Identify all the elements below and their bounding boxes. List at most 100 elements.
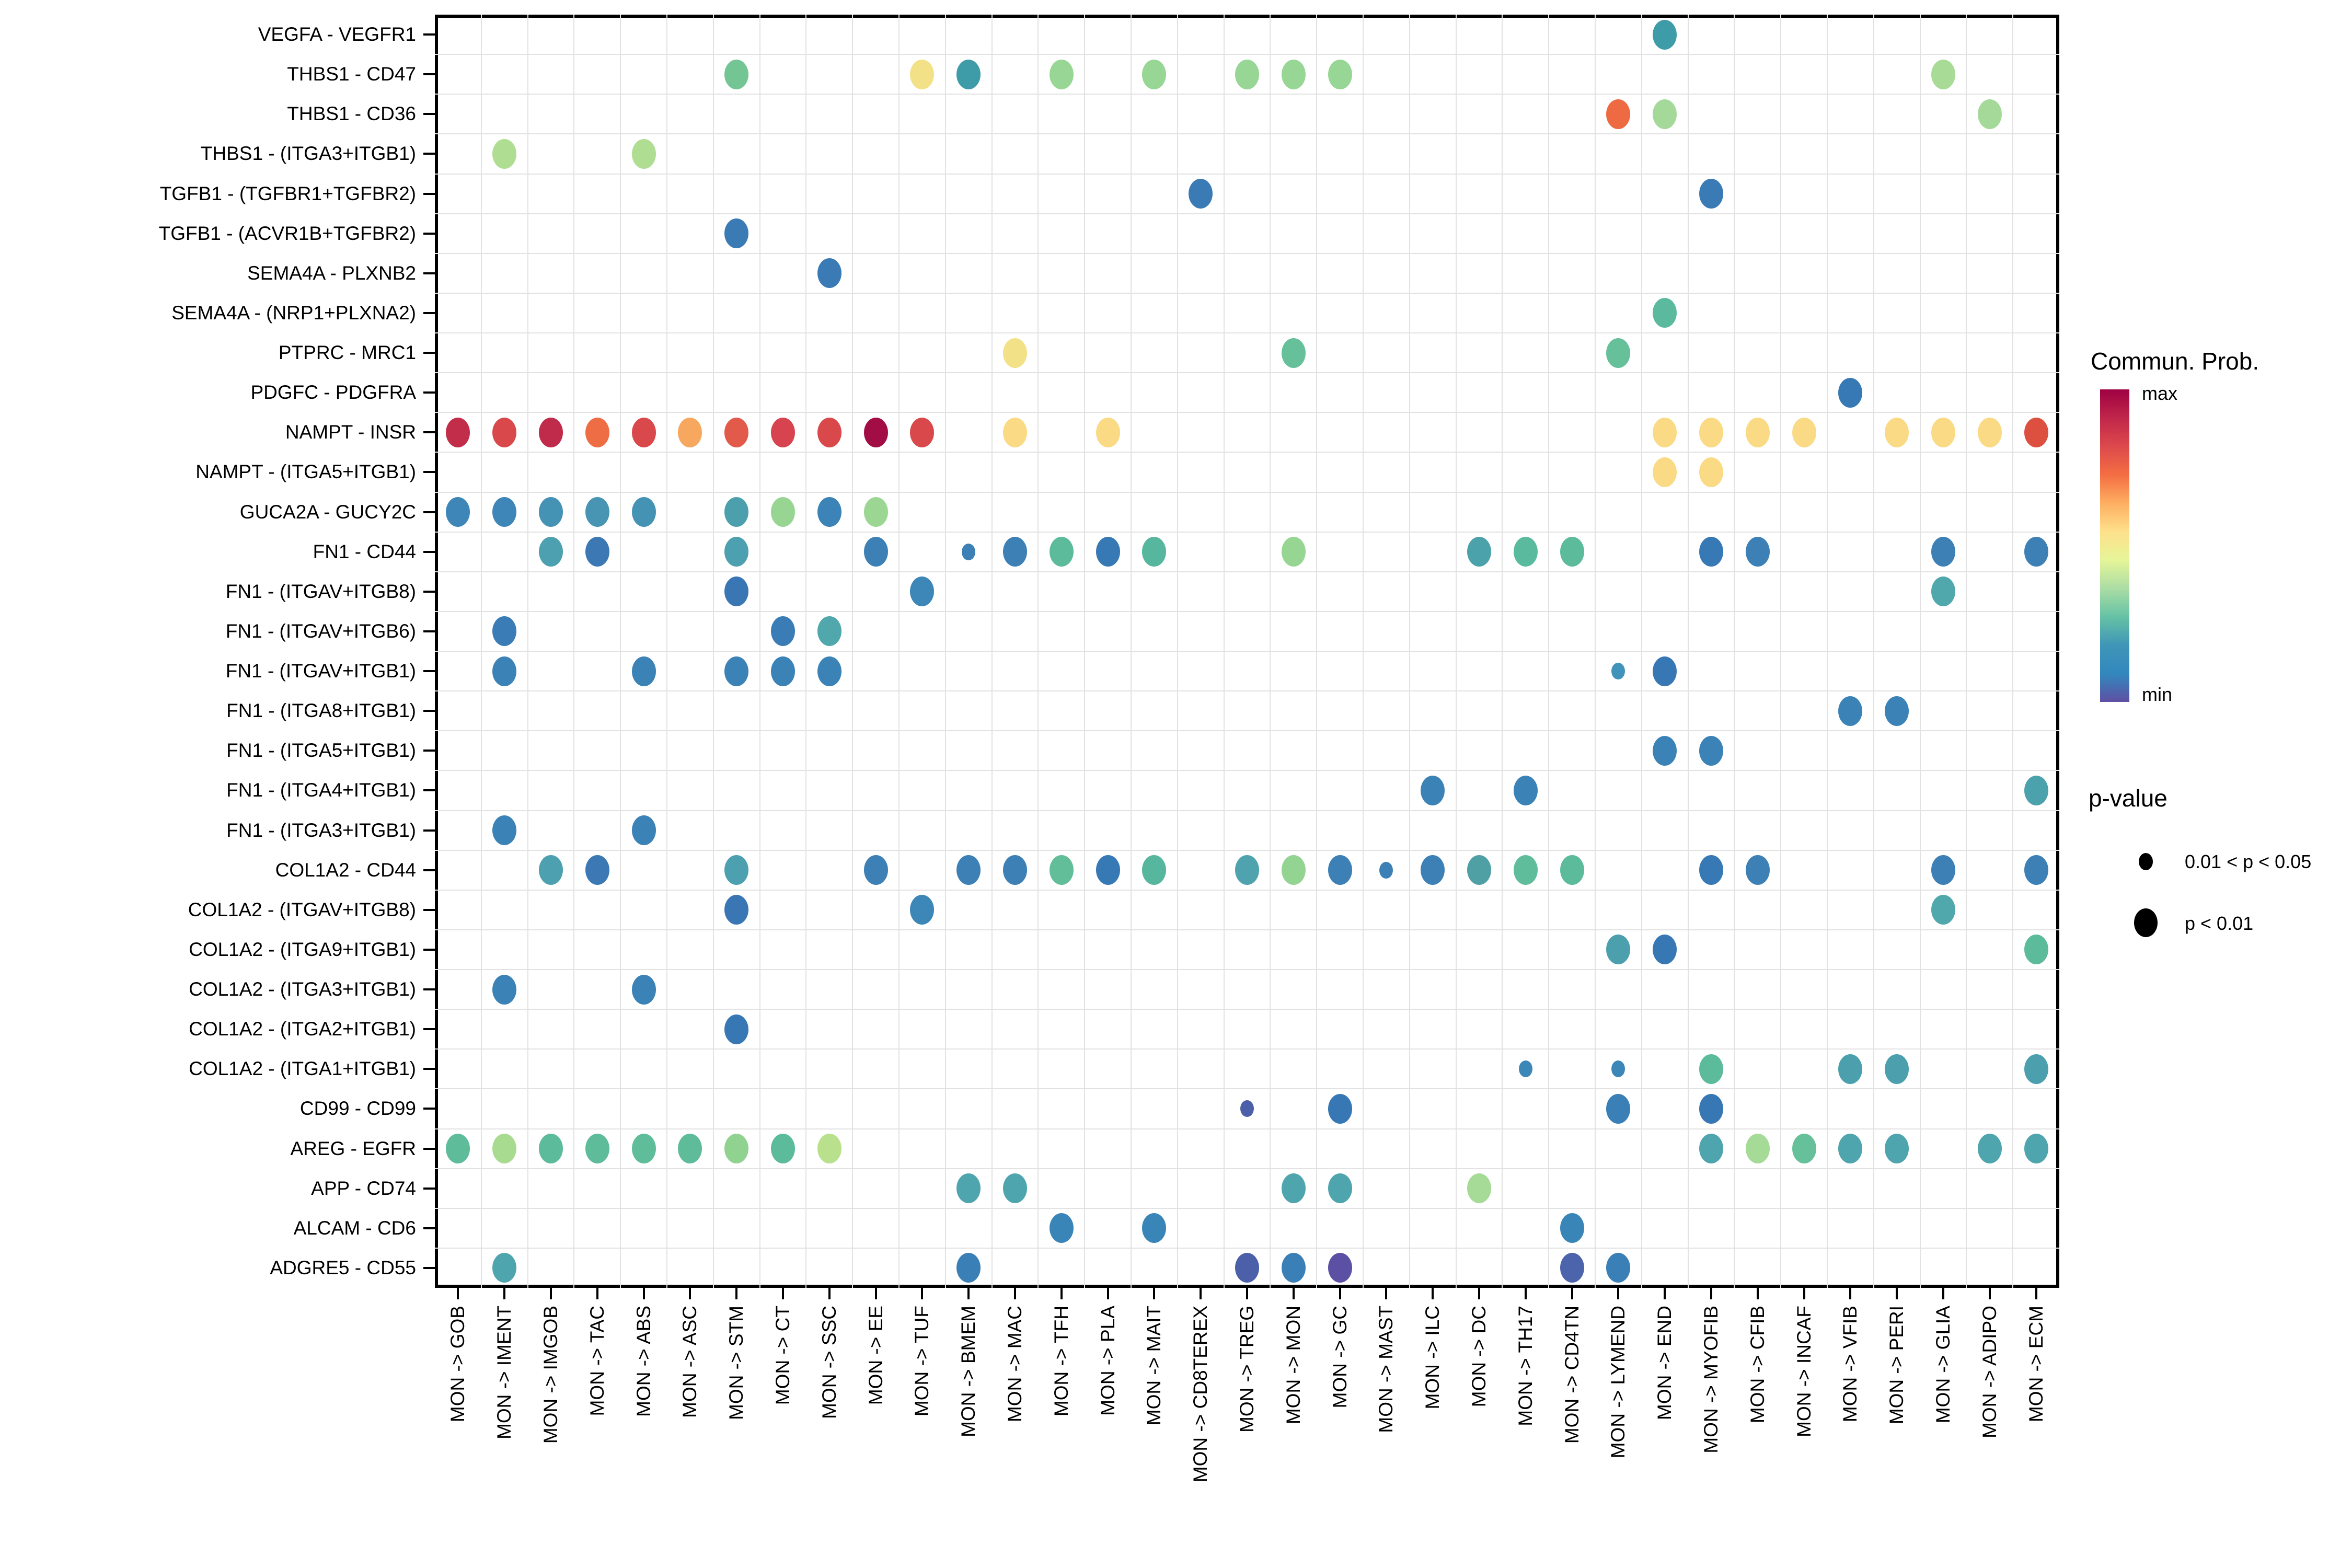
y-axis-label: FN1 - (ITGAV+ITGB8) [225,580,416,602]
x-axis-tick [1942,1288,1944,1299]
y-axis-label: SEMA4A - (NRP1+PLXNA2) [171,302,416,324]
data-point [539,855,563,885]
data-point [724,855,749,885]
data-point [1931,577,1955,607]
data-point [1885,696,1909,726]
data-point [2024,855,2048,885]
data-point [2024,1134,2048,1164]
data-point [1281,1173,1306,1204]
x-axis-label: MON -> GC [1329,1306,1351,1409]
data-point [492,497,517,527]
data-point [1281,59,1306,89]
grid-line-horizontal [435,770,2059,771]
grid-line-horizontal [435,571,2059,572]
y-axis-tick [423,1187,435,1190]
x-axis-tick [596,1288,598,1299]
y-axis-label: FN1 - (ITGA3+ITGB1) [226,819,416,841]
x-axis-tick [1106,1288,1109,1299]
x-axis-label: MON -> PLA [1097,1306,1119,1416]
data-point [631,417,656,447]
y-axis-tick [423,869,435,871]
x-axis-tick [1849,1288,1852,1299]
data-point [956,59,981,89]
grid-line-horizontal [435,610,2059,612]
data-point [1235,855,1259,885]
data-point [1421,855,1445,885]
data-point [1606,338,1631,368]
data-point [1606,935,1631,965]
y-axis-label: COL1A2 - (ITGA9+ITGB1) [189,938,416,960]
y-axis-label: TGFB1 - (TGFBR1+TGFBR2) [159,182,416,204]
grid-line-horizontal [435,372,2059,374]
x-axis-label: MON -> ABS [632,1306,654,1417]
grid-line-horizontal [435,94,2059,95]
data-point [1885,1054,1909,1084]
y-axis-tick [423,232,435,235]
data-point [1885,1134,1909,1164]
y-axis-tick [423,948,435,951]
data-point [1096,855,1120,885]
x-axis-tick [921,1288,924,1299]
data-point [2024,775,2048,805]
data-point [1606,1093,1631,1124]
data-point [724,1134,749,1164]
y-axis-tick [423,192,435,195]
data-point [1653,935,1677,965]
data-point [724,417,749,447]
grid-line-horizontal [435,173,2059,175]
data-point [771,616,795,647]
y-axis-label: COL1A2 - CD44 [275,859,416,881]
colorbar-gradient [2100,389,2129,702]
x-axis-tick [2035,1288,2037,1299]
x-axis-label: MON -> CT [772,1306,793,1405]
colorbar-title: Commun. Prob. [2091,348,2259,375]
data-point [446,497,470,527]
data-point [1931,59,1955,89]
colorbar-max-label: max [2142,383,2178,404]
data-point [1003,338,1027,368]
data-point [1653,457,1677,487]
data-point [1142,1213,1167,1243]
data-point [492,616,517,647]
data-point [1240,1100,1254,1117]
data-point [1699,855,1723,885]
data-point [771,497,795,527]
x-axis-label: MON -> DC [1468,1306,1490,1408]
grid-line-horizontal [435,213,2059,214]
data-point [1049,855,1074,885]
data-point [1328,1173,1352,1204]
data-point [1518,1060,1532,1078]
data-point [1235,59,1259,89]
data-point [1560,1213,1584,1243]
grid-line-horizontal [435,969,2059,970]
data-point [1142,59,1167,89]
x-axis-tick [1988,1288,1991,1299]
y-axis-label: THBS1 - (ITGA3+ITGB1) [200,143,416,165]
grid-line-horizontal [435,491,2059,493]
x-axis-label: MON -> MAIT [1143,1306,1165,1426]
data-point [539,1134,563,1164]
x-axis-tick [1246,1288,1248,1299]
grid-line-horizontal [435,690,2059,692]
y-axis-tick [423,272,435,274]
x-axis-label: MON -> ILC [1422,1306,1444,1410]
data-point [492,139,517,169]
data-point [956,855,981,885]
data-point [1792,417,1816,447]
data-point [724,537,749,567]
y-axis-tick [423,113,435,116]
data-point [1931,895,1955,925]
data-point [1467,1173,1491,1204]
x-axis-tick [457,1288,459,1299]
y-axis-tick [423,511,435,513]
x-axis-tick [1153,1288,1156,1299]
x-axis-tick [1803,1288,1805,1299]
data-point [1931,855,1955,885]
data-point [724,577,749,607]
grid-line-horizontal [435,849,2059,851]
x-axis-tick [503,1288,506,1299]
x-axis-tick [1385,1288,1388,1299]
x-axis-label: MON -> MAC [1004,1306,1025,1423]
x-axis-tick [1432,1288,1434,1299]
